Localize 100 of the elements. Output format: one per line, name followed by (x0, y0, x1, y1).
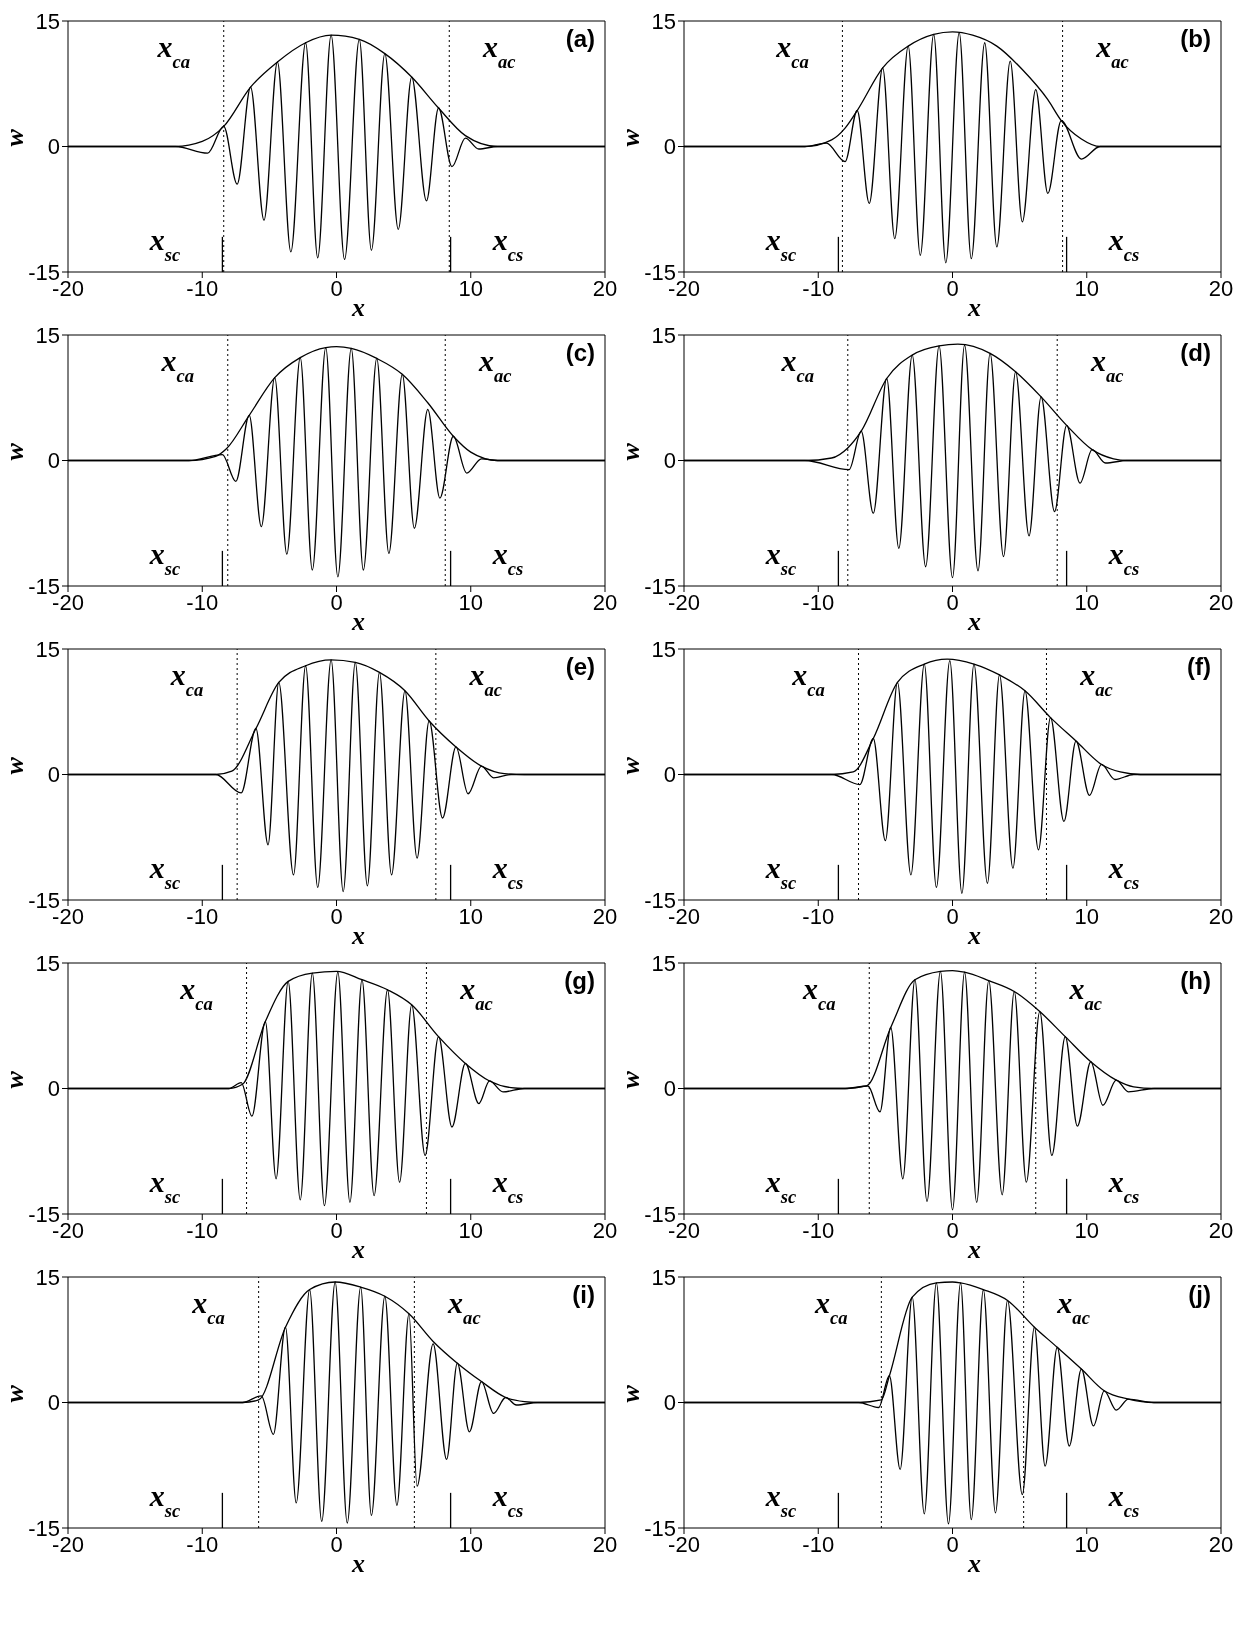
ref-line-label: x$_{ac}$ (447, 1286, 481, 1328)
ref-line-label: x$_{ac}$ (481, 30, 516, 72)
annotation: (d) (1180, 339, 1211, 366)
annotation: (a) (565, 25, 595, 52)
y-axis-title: w (616, 756, 646, 775)
x-tick-label: 10 (1074, 903, 1099, 929)
x-tick-label: 10 (1074, 589, 1099, 615)
ref-line-label: x$_{ca}$ (791, 658, 825, 700)
y-tick-label: 0 (663, 1390, 676, 1416)
x-tick-label: 0 (330, 275, 343, 301)
y-tick-label: 15 (651, 322, 676, 348)
x-tick-label: 0 (330, 589, 343, 615)
annotation: x$_{cs}$ (1107, 537, 1140, 579)
y-axis-title: w (616, 1384, 646, 1403)
annotation: x$_{sc}$ (764, 1165, 797, 1207)
ref-line-label: x$_{ac}$ (1056, 1286, 1090, 1328)
x-tick-label: 20 (1208, 589, 1234, 615)
x-tick-label: 10 (458, 903, 483, 929)
annotation: (h) (1180, 967, 1211, 994)
annotation: x$_{cs}$ (491, 1479, 524, 1521)
annotation: x$_{sc}$ (148, 537, 181, 579)
annotation: x$_{sc}$ (764, 537, 797, 579)
ref-line-label: x$_{ca}$ (801, 972, 836, 1014)
x-tick-label: -10 (802, 903, 835, 929)
annotation: x$_{sc}$ (148, 1479, 181, 1521)
x-tick-label: 20 (592, 275, 618, 301)
x-tick-label: -10 (186, 1531, 219, 1557)
y-axis-title: w (0, 756, 30, 775)
y-axis-title: w (0, 1384, 30, 1403)
y-tick-label: 0 (663, 762, 676, 788)
ref-line-label: x$_{ca}$ (191, 1286, 225, 1328)
x-tick-label: 10 (1074, 275, 1099, 301)
x-tick-label: 0 (946, 903, 959, 929)
y-tick-label: 15 (35, 636, 60, 662)
x-tick-label: 0 (946, 1217, 959, 1243)
y-tick-label: 15 (35, 950, 60, 976)
ref-line-label: x$_{ca}$ (179, 972, 213, 1014)
annotation: (e) (565, 653, 595, 680)
annotation: x$_{sc}$ (764, 223, 797, 265)
annotation: x$_{cs}$ (1107, 851, 1140, 893)
y-tick-label: 15 (35, 1264, 60, 1290)
x-axis-title: x (351, 1235, 365, 1264)
x-tick-label: 0 (946, 1531, 959, 1557)
y-tick-label: 0 (47, 762, 60, 788)
annotation: x$_{cs}$ (491, 1165, 524, 1207)
x-tick-label: 0 (330, 1531, 343, 1557)
y-axis-title: w (616, 128, 646, 147)
annotation: x$_{sc}$ (148, 851, 181, 893)
x-tick-label: 0 (330, 903, 343, 929)
x-tick-label: 20 (1208, 1217, 1234, 1243)
y-axis-title: w (0, 1070, 30, 1089)
x-axis-title: x (967, 921, 981, 950)
y-tick-label: 15 (651, 8, 676, 34)
ref-line-label: x$_{ca}$ (775, 30, 809, 72)
ref-line-label: x$_{ca}$ (780, 344, 815, 386)
ref-line-label: x$_{ac}$ (1095, 30, 1129, 72)
x-tick-label: 10 (1074, 1531, 1099, 1557)
x-tick-label: 0 (946, 275, 959, 301)
annotation: x$_{cs}$ (1107, 1165, 1140, 1207)
x-tick-label: -10 (802, 589, 835, 615)
x-tick-label: -10 (802, 1531, 835, 1557)
ref-line-label: x$_{ca}$ (156, 30, 191, 72)
y-axis-title: w (0, 442, 30, 461)
annotation: (g) (564, 967, 595, 994)
x-tick-label: 10 (458, 1531, 483, 1557)
x-tick-label: -10 (186, 275, 219, 301)
annotation: (b) (1180, 25, 1211, 52)
y-tick-label: 0 (47, 1076, 60, 1102)
y-tick-label: 0 (47, 134, 60, 160)
ref-line-label: x$_{ac}$ (468, 658, 503, 700)
y-tick-label: 15 (651, 636, 676, 662)
x-tick-label: -10 (186, 903, 219, 929)
x-tick-label: 20 (1208, 1531, 1234, 1557)
x-tick-label: 10 (1074, 1217, 1099, 1243)
x-tick-label: 20 (592, 589, 618, 615)
y-tick-label: 0 (47, 1390, 60, 1416)
x-tick-label: -10 (802, 1217, 835, 1243)
annotation: x$_{cs}$ (491, 537, 524, 579)
y-tick-label: 15 (651, 1264, 676, 1290)
x-axis-title: x (351, 607, 365, 636)
ref-line-label: x$_{ac}$ (1079, 658, 1113, 700)
y-axis-title: w (616, 1070, 646, 1089)
x-axis-title: x (351, 921, 365, 950)
y-tick-label: 0 (663, 448, 676, 474)
annotation: x$_{cs}$ (1107, 1479, 1140, 1521)
x-tick-label: 20 (592, 1531, 618, 1557)
ref-line-label: x$_{ac}$ (1068, 972, 1103, 1014)
y-axis-title: w (616, 442, 646, 461)
x-tick-label: 10 (458, 275, 483, 301)
x-tick-label: 20 (592, 1217, 618, 1243)
annotation: x$_{sc}$ (148, 1165, 181, 1207)
x-tick-label: 10 (458, 589, 483, 615)
x-tick-label: 20 (592, 903, 618, 929)
annotation: x$_{sc}$ (764, 851, 797, 893)
ref-line-label: x$_{ca}$ (160, 344, 195, 386)
x-tick-label: 0 (946, 589, 959, 615)
y-tick-label: 0 (663, 134, 676, 160)
y-tick-label: 15 (35, 322, 60, 348)
x-tick-label: -10 (186, 589, 219, 615)
y-tick-label: 0 (663, 1076, 676, 1102)
